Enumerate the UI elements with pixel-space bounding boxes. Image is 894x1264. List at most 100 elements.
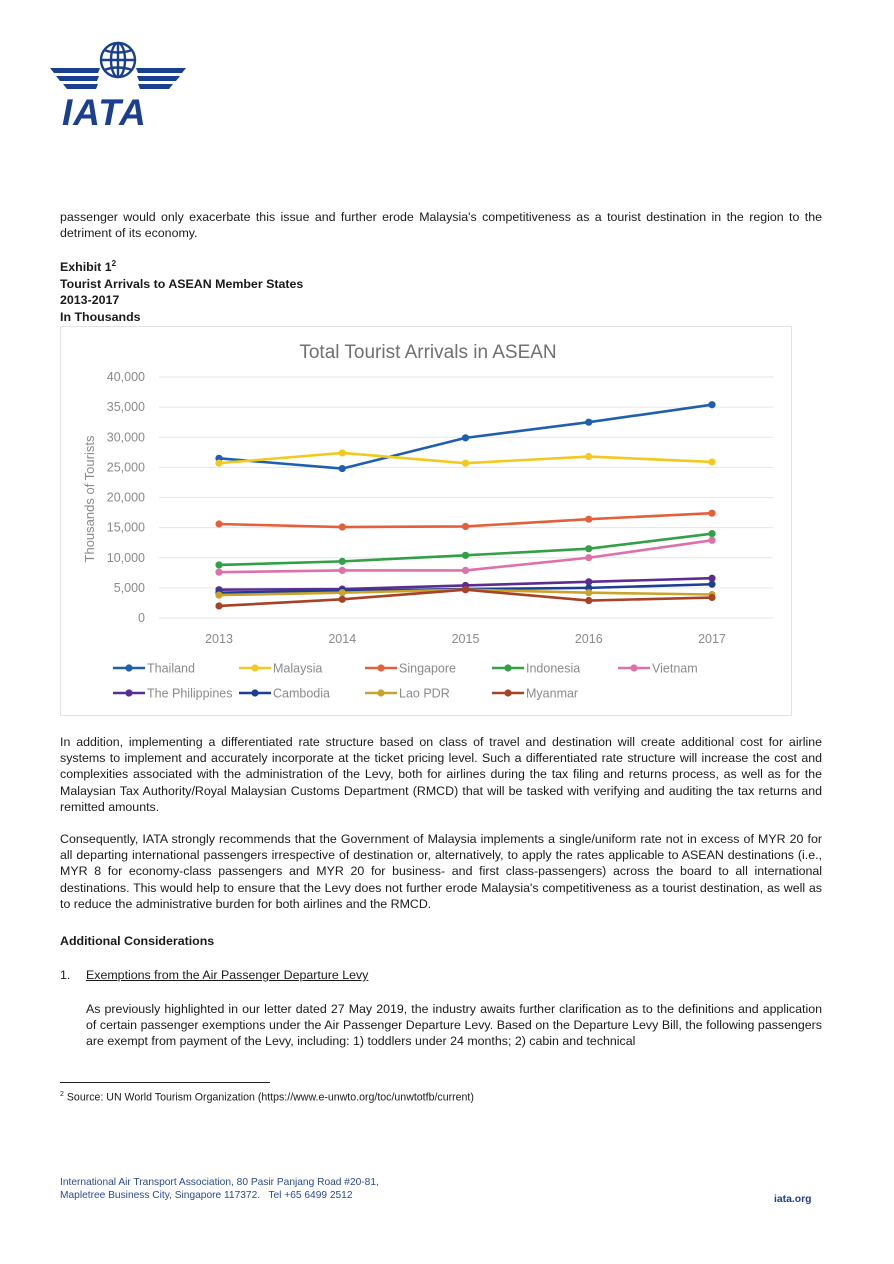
footer-address: International Air Transport Association,… — [60, 1176, 379, 1202]
data-point-malaysia — [338, 449, 346, 457]
data-point-thailand — [708, 401, 716, 409]
legend-entry-singapore: Singapore — [365, 662, 456, 676]
legend-entry-lao-pdr: Lao PDR — [365, 687, 450, 701]
legend-label: Thailand — [147, 662, 195, 676]
data-point-singapore — [461, 522, 470, 531]
legend-marker — [630, 664, 638, 672]
legend-label: Vietnam — [652, 662, 698, 676]
data-point-vietnam — [708, 536, 716, 544]
series-myanmar — [215, 586, 716, 610]
intro-paragraph: passenger would only exacerbate this iss… — [60, 210, 822, 241]
iata-logo — [48, 38, 188, 130]
y-tick-label: 35,000 — [107, 400, 145, 414]
data-point-myanmar — [461, 586, 470, 594]
footer-url[interactable]: iata.org — [774, 1194, 812, 1205]
data-point-lao-pdr — [215, 591, 223, 599]
legend-entry-indonesia: Indonesia — [492, 662, 580, 676]
data-point-vietnam — [461, 566, 470, 575]
section-heading: Additional Considerations — [60, 934, 215, 948]
legend-label: Malaysia — [273, 662, 322, 676]
data-point-singapore — [585, 515, 593, 523]
y-tick-label: 20,000 — [107, 491, 145, 505]
legend-marker — [377, 689, 385, 697]
footer-address-line1: International Air Transport Association,… — [60, 1177, 379, 1188]
y-axis-label: Thousands of Tourists — [82, 435, 97, 562]
data-point-indonesia — [215, 561, 223, 569]
exhibit-caption: Exhibit 12 Tourist Arrivals to ASEAN Mem… — [60, 256, 303, 325]
list-item-number: 1. — [60, 968, 71, 982]
legend-marker — [125, 689, 133, 697]
data-point-singapore — [338, 523, 346, 531]
data-point-lao-pdr — [338, 589, 346, 597]
data-point-thailand — [338, 464, 346, 473]
y-tick-label: 25,000 — [107, 460, 145, 474]
legend-marker — [377, 664, 385, 672]
legend-label: The Philippines — [147, 687, 232, 701]
y-tick-label: 30,000 — [107, 430, 145, 444]
data-point-cambodia — [708, 580, 716, 588]
exhibit-title: Tourist Arrivals to ASEAN Member States — [60, 276, 304, 291]
legend-entry-vietnam: Vietnam — [618, 662, 698, 676]
legend-label: Myanmar — [526, 687, 578, 701]
paragraph-differentiated-rate: In addition, implementing a differentiat… — [60, 735, 822, 814]
legend-entry-cambodia: Cambodia — [239, 687, 330, 701]
footnote-divider — [60, 1082, 270, 1083]
data-point-indonesia — [338, 557, 346, 565]
data-point-vietnam — [215, 568, 223, 576]
series-thailand — [215, 401, 716, 473]
x-tick-label: 2013 — [205, 632, 233, 646]
data-point-the-philippines — [708, 574, 716, 582]
data-point-thailand — [585, 418, 593, 426]
data-point-indonesia — [461, 551, 470, 559]
series-vietnam — [215, 536, 716, 576]
y-tick-label: 5,000 — [114, 581, 145, 595]
series-singapore — [215, 509, 716, 531]
data-point-singapore — [215, 520, 223, 528]
chart-title: Total Tourist Arrivals in ASEAN — [299, 342, 556, 363]
legend-label: Cambodia — [273, 687, 330, 701]
data-point-malaysia — [585, 452, 593, 461]
data-point-lao-pdr — [585, 589, 593, 597]
legend-entry-the-philippines: The Philippines — [113, 687, 232, 701]
x-tick-label: 2017 — [698, 632, 726, 646]
legend-marker — [251, 689, 259, 697]
series-indonesia — [215, 530, 716, 569]
exhibit-label: Exhibit 1 — [60, 260, 112, 275]
data-point-the-philippines — [585, 578, 593, 586]
paragraph-recommendation: Consequently, IATA strongly recommends t… — [60, 832, 822, 911]
legend-label: Indonesia — [526, 662, 580, 676]
x-tick-label: 2015 — [452, 632, 480, 646]
globe-wings-icon — [50, 41, 186, 89]
data-point-indonesia — [708, 530, 716, 538]
legend-marker — [504, 664, 512, 672]
legend-entry-malaysia: Malaysia — [239, 662, 322, 676]
tourist-arrivals-chart: Total Tourist Arrivals in ASEAN Thousand… — [60, 326, 792, 716]
exhibit-units: In Thousands — [60, 309, 141, 324]
chart-canvas: Total Tourist Arrivals in ASEAN Thousand… — [82, 342, 773, 701]
exhibit-years: 2013-2017 — [60, 293, 120, 308]
x-tick-label: 2014 — [328, 632, 356, 646]
logo-wordmark: IATA — [62, 92, 147, 133]
data-point-thailand — [461, 434, 470, 442]
legend-marker — [125, 664, 133, 672]
series-lines — [215, 401, 716, 610]
y-tick-label: 15,000 — [107, 521, 145, 535]
y-tick-label: 10,000 — [107, 551, 145, 565]
list-item-title: Exemptions from the Air Passenger Depart… — [86, 968, 369, 982]
y-tick-labels: 0 5,000 10,000 15,000 20,000 25,000 30,000 35,0… — [107, 370, 145, 625]
chart-legend: Thailand Malaysia Singapore Indonesia Vietna… — [113, 662, 698, 701]
grid-lines — [159, 376, 773, 619]
data-point-indonesia — [585, 545, 593, 553]
series-line-indonesia — [218, 532, 713, 567]
series-malaysia — [215, 449, 716, 467]
data-point-myanmar — [585, 596, 593, 605]
paragraph-exemptions: As previously highlighted in our letter … — [86, 1002, 822, 1049]
footnote-number: 2 — [60, 1091, 64, 1098]
y-tick-label: 40,000 — [107, 370, 145, 384]
y-tick-label: 0 — [138, 611, 145, 625]
data-point-malaysia — [215, 459, 223, 467]
data-point-malaysia — [461, 459, 470, 467]
x-tick-labels: 2013 2014 2015 2016 2017 — [205, 632, 726, 646]
legend-label: Lao PDR — [399, 687, 450, 701]
legend-entry-myanmar: Myanmar — [492, 687, 578, 701]
